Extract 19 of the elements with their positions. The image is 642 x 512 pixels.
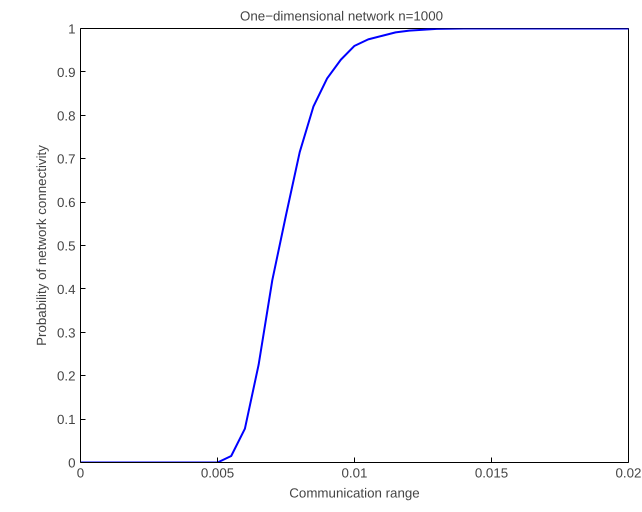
y-tick-label: 0.4 [56, 282, 76, 297]
y-tick-label: 0.8 [56, 108, 76, 124]
line-series [80, 28, 628, 462]
y-tick-label: 0.5 [56, 238, 76, 254]
x-tick-label: 0.015 [474, 466, 508, 480]
y-tick-label: 0 [68, 456, 76, 470]
y-tick-label: 0.2 [56, 368, 76, 384]
chart-title: One−dimensional network n=1000 [240, 8, 444, 24]
x-tick-label: 0.02 [616, 466, 642, 480]
y-tick-label: 0.7 [56, 152, 76, 167]
y-tick-label: 0.6 [56, 195, 76, 210]
y-tick-label: 1 [68, 22, 76, 36]
x-tick-label: 0.01 [342, 466, 368, 480]
y-tick-label: 0.1 [56, 412, 76, 428]
y-tick-label: 0.9 [56, 64, 76, 80]
y-axis-title: Probability of network connectivity [34, 144, 49, 346]
x-tick-label: 0.005 [200, 466, 234, 480]
x-axis-title: Communication range [289, 486, 420, 500]
y-tick-label: 0.3 [56, 325, 76, 340]
